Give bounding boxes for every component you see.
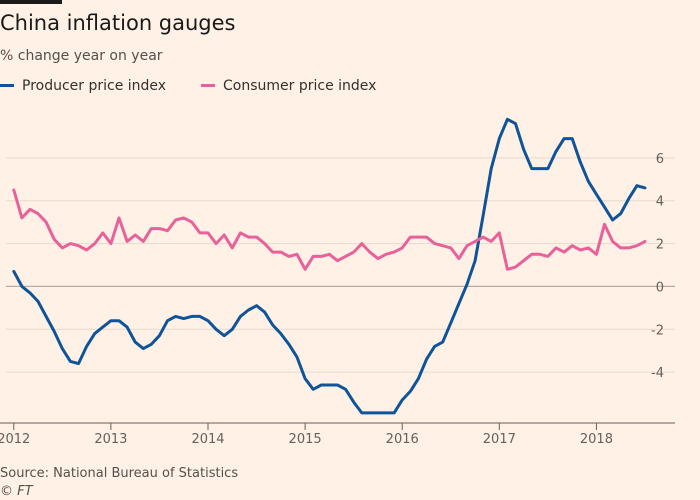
chart-subtitle: % change year on year [0,48,163,64]
legend-item-cpi: Consumer price index [201,78,376,94]
legend-label-ppi: Producer price index [22,78,167,94]
x-tick-label: 2014 [191,432,224,447]
y-tick-label: 6 [656,152,664,167]
x-tick-label: 2013 [94,432,127,447]
x-tick-label: 2012 [0,432,30,447]
y-tick-label: 4 [656,195,664,210]
chart-title: China inflation gauges [0,11,236,35]
source-note: Source: National Bureau of Statistics [0,466,239,481]
x-tick-label: 2017 [483,432,516,447]
y-tick-label: 2 [656,238,664,253]
y-tick-label: -4 [651,366,664,381]
ft-top-bar [0,0,62,4]
x-tick-label: 2016 [386,432,419,447]
series-line-cpi [12,188,647,271]
x-tick-label: 2015 [289,432,322,447]
x-tick-label: 2018 [580,432,613,447]
legend-swatch-ppi [0,83,14,87]
y-tick-label: -2 [651,323,664,338]
legend-label-cpi: Consumer price index [223,78,377,94]
y-tick-label: 0 [656,280,664,295]
legend-item-ppi: Producer price index [0,78,166,94]
series-line-ppi [12,117,647,415]
copyright-note: © FT [0,484,33,499]
legend-swatch-cpi [201,83,215,87]
